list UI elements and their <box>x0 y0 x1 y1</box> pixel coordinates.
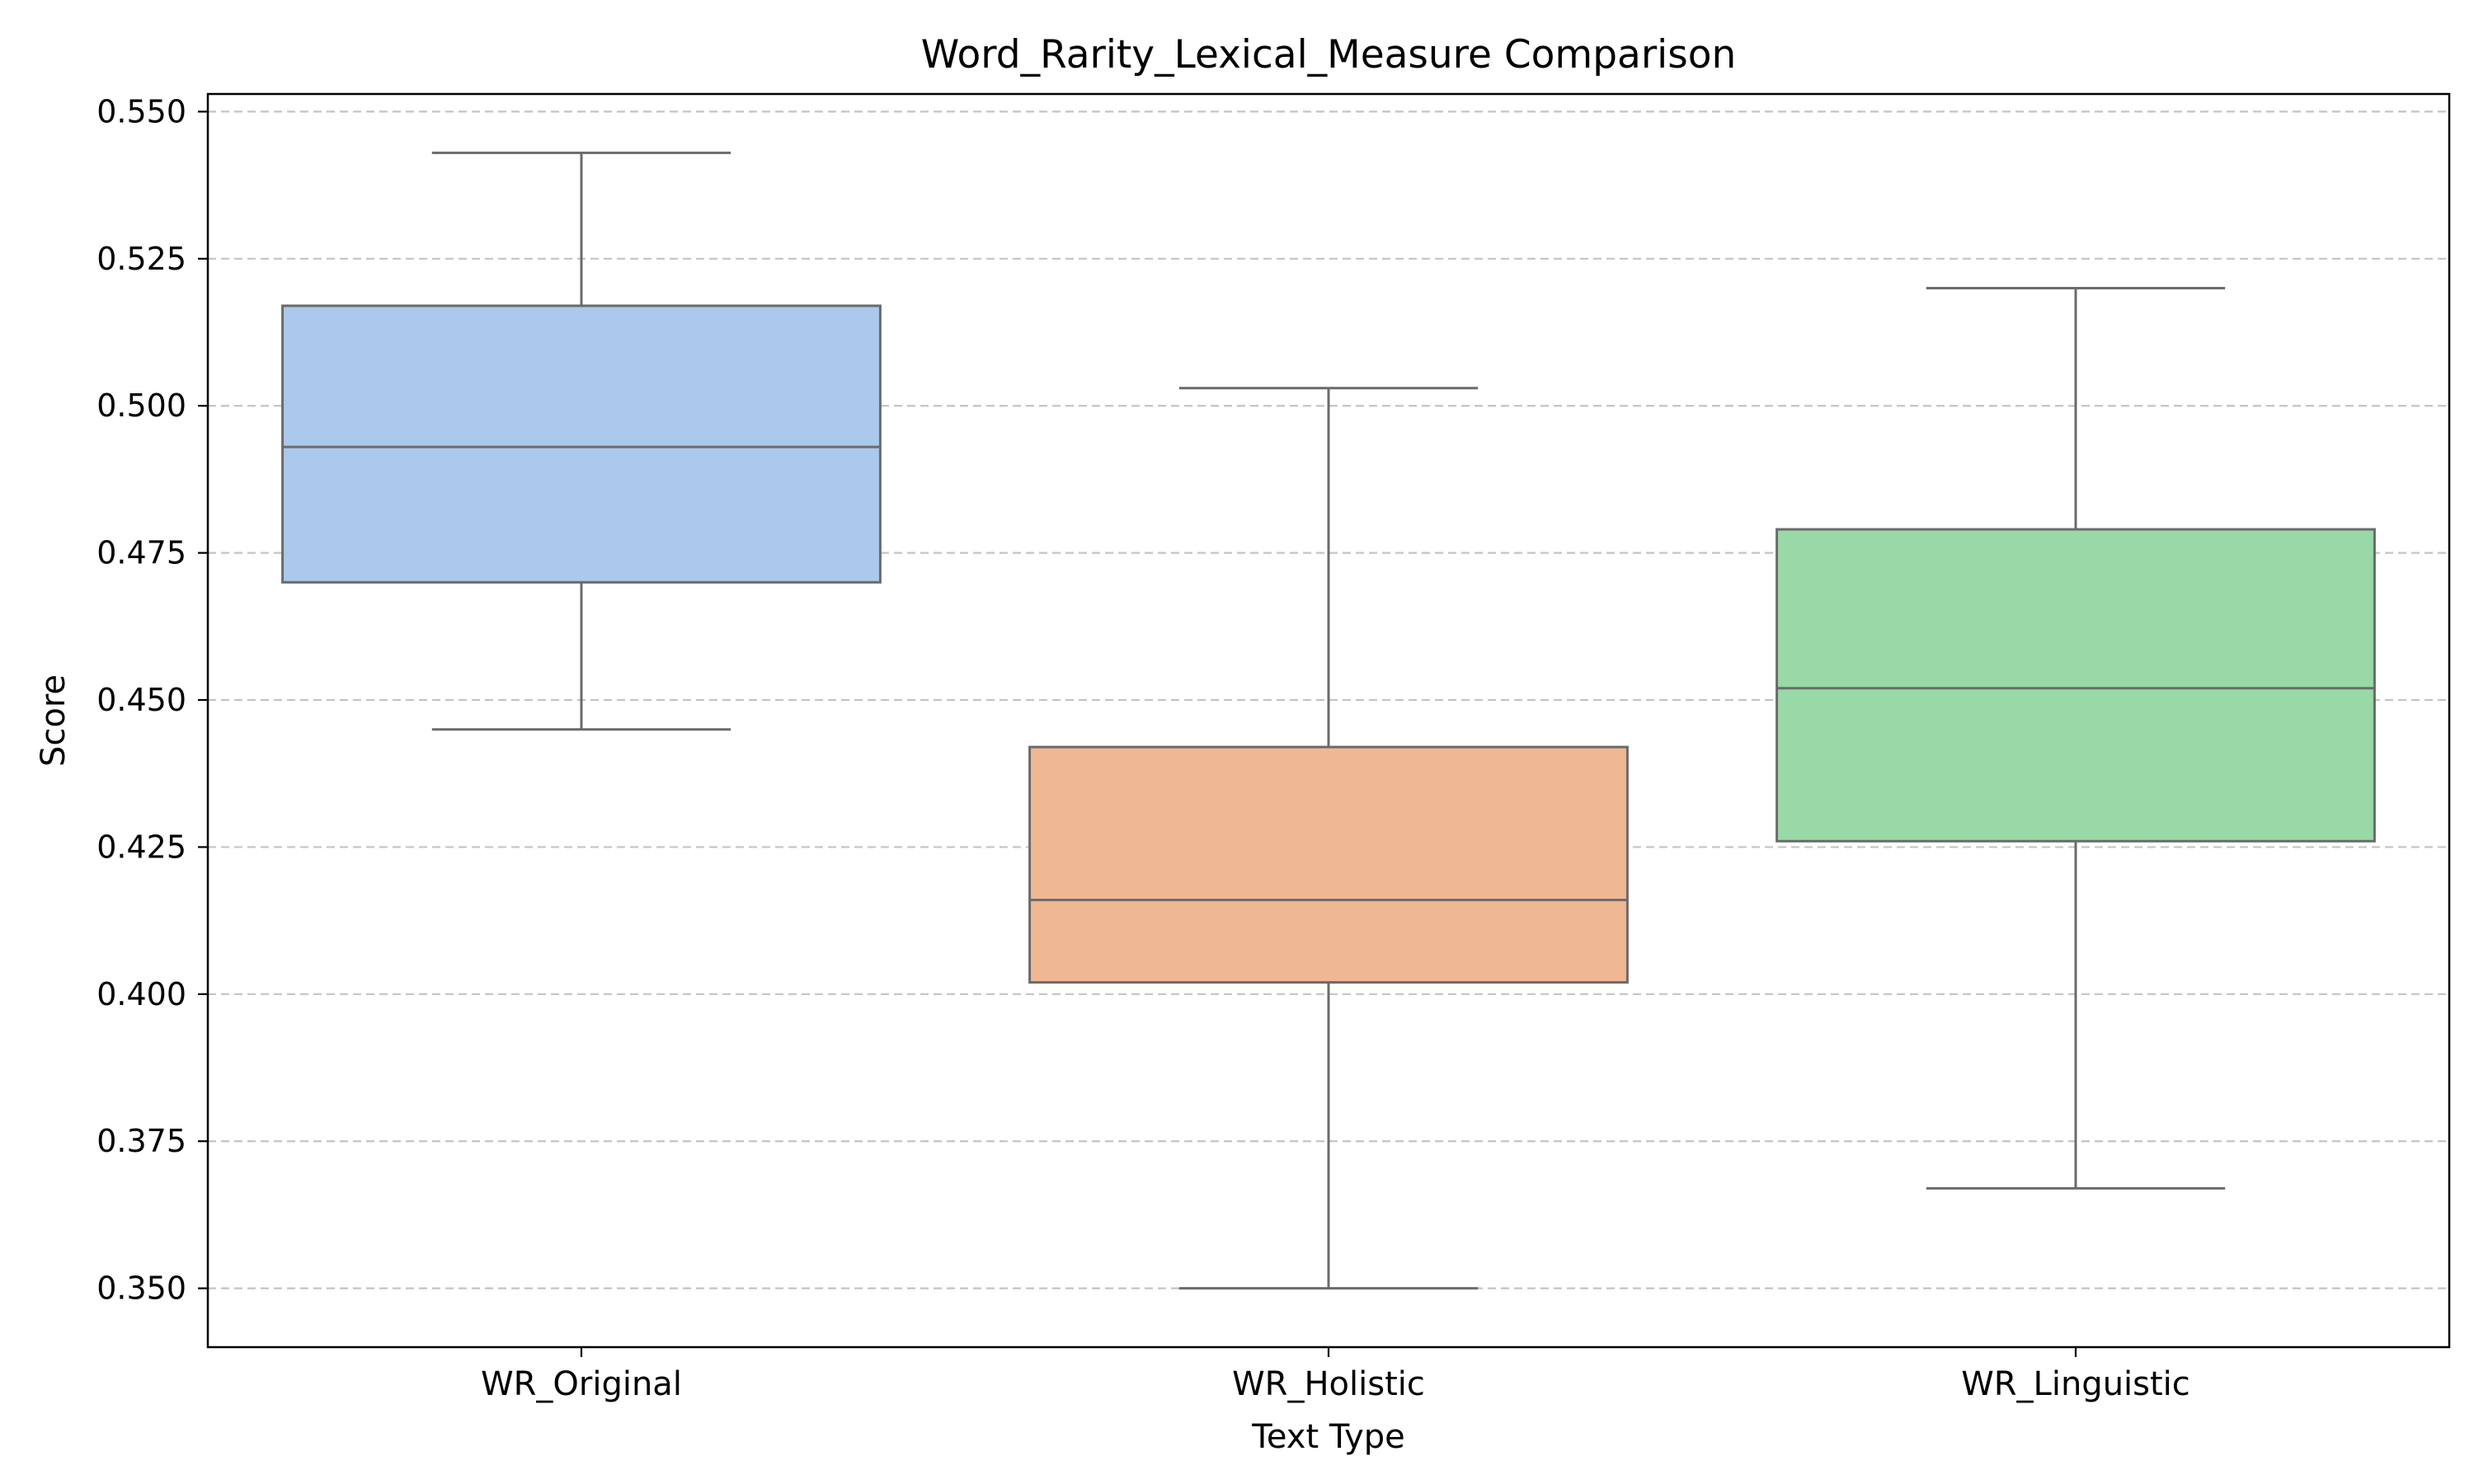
interquartile-box <box>1028 745 1629 984</box>
y-tick-label: 0.475 <box>96 535 186 571</box>
box-wr-holistic <box>1028 387 1629 1290</box>
y-tick-label: 0.425 <box>96 829 186 865</box>
y-tick-label: 0.550 <box>96 93 186 129</box>
y-tick-label: 0.500 <box>96 387 186 424</box>
x-tick-label: WR_Original <box>481 1365 682 1403</box>
y-axis-label: Score <box>35 674 73 767</box>
interquartile-box <box>281 304 882 584</box>
x-tick-label: WR_Holistic <box>1232 1365 1425 1403</box>
interquartile-box <box>1776 528 2376 843</box>
box-wr-linguistic <box>1776 286 2376 1190</box>
box-plots <box>281 151 2376 1290</box>
box-wr-original <box>281 151 882 731</box>
y-tick-label: 0.400 <box>96 976 186 1012</box>
y-tick-label: 0.350 <box>96 1270 186 1307</box>
y-tick-label: 0.525 <box>96 241 186 277</box>
y-tick-label: 0.450 <box>96 682 186 718</box>
x-axis-label: Text Type <box>1251 1418 1405 1456</box>
x-tick-label: WR_Linguistic <box>1961 1365 2190 1403</box>
y-tick-label: 0.375 <box>96 1123 186 1159</box>
chart-title: Word_Rarity_Lexical_Measure Comparison <box>921 32 1736 77</box>
axes: 0.350 0.375 0.400 0.425 0.450 0.475 0.500 0.525… <box>96 93 2190 1403</box>
